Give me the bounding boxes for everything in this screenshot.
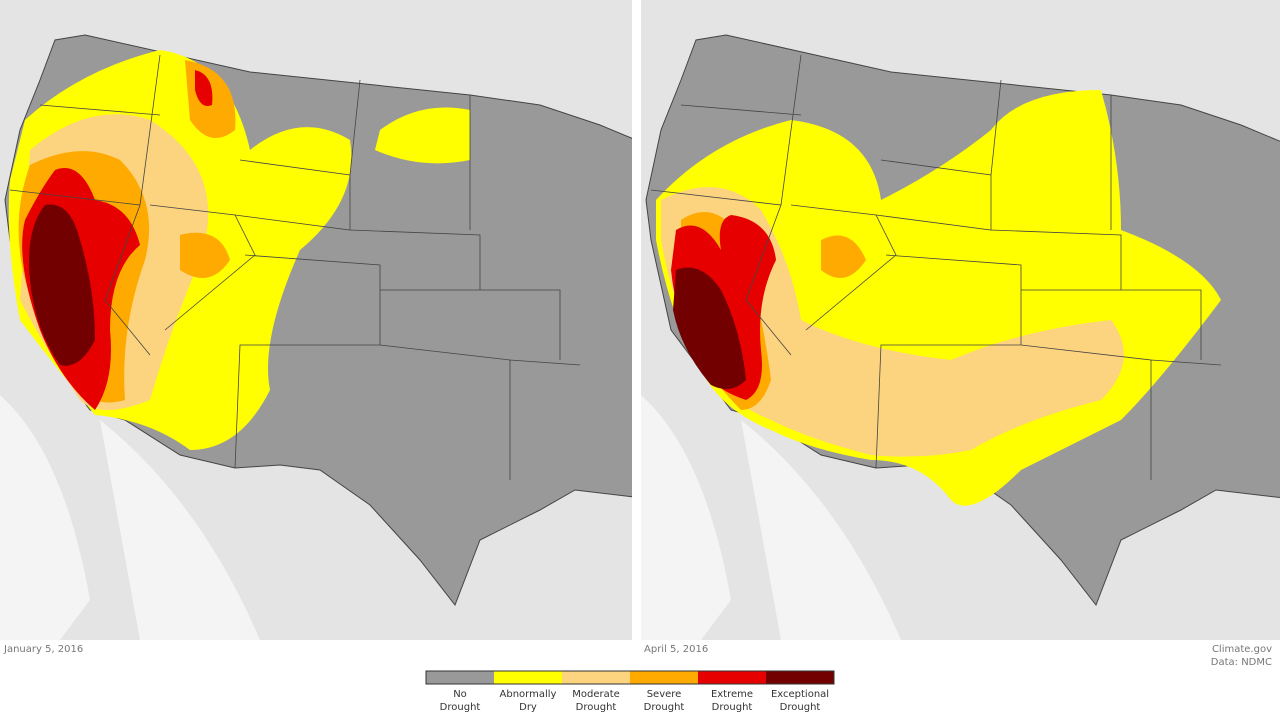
- date-april: April 5, 2016: [644, 644, 708, 655]
- date-january: January 5, 2016: [3, 644, 83, 655]
- legend-label: Exceptional Drought: [771, 689, 829, 713]
- legend-label: Severe Drought: [644, 689, 685, 713]
- legend-label: Moderate Drought: [572, 689, 620, 713]
- legend-swatch: [698, 671, 766, 684]
- legend-swatch: [766, 671, 834, 684]
- legend-swatch: [562, 671, 630, 684]
- legend: No Drought Abnormally Dry Moderate Drought Sev…: [425, 670, 835, 713]
- legend-swatch: [630, 671, 698, 684]
- map-january: [0, 0, 632, 640]
- legend-frame: [425, 670, 835, 685]
- legend-swatch: [494, 671, 562, 684]
- legend-label: Extreme Drought: [711, 689, 753, 713]
- credit-source: Climate.gov: [1212, 644, 1272, 655]
- map-april: [641, 0, 1280, 640]
- legend-label: No Drought: [440, 689, 481, 713]
- legend-swatch: [426, 671, 494, 684]
- legend-label: Abnormally Dry: [500, 689, 557, 713]
- credit-data: Data: NDMC: [1211, 657, 1272, 668]
